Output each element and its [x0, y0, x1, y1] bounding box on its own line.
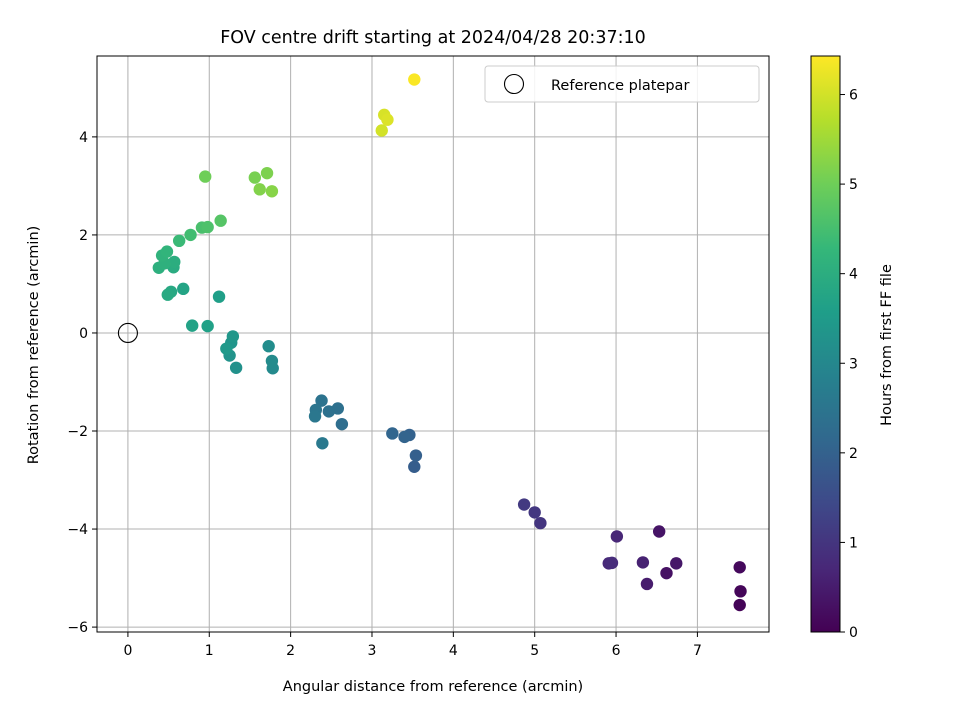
data-point: [652, 525, 666, 538]
x-tick-label: 7: [693, 643, 702, 659]
data-point: [199, 170, 212, 183]
y-tick-label: −6: [67, 620, 88, 636]
legend: Reference platepar: [484, 65, 760, 103]
data-point: [640, 577, 654, 591]
data-point: [308, 410, 322, 423]
chart-title: FOV centre drift starting at 2024/04/28 …: [220, 28, 646, 48]
data-point: [185, 319, 199, 332]
colorbar-tick-label: 1: [849, 535, 858, 551]
colorbar-tick-label: 3: [849, 356, 858, 372]
data-point: [375, 124, 388, 137]
x-axis-label: Angular distance from reference (arcmin): [283, 679, 583, 695]
colorbar-label: Hours from first FF file: [879, 264, 895, 426]
data-point: [660, 566, 673, 580]
data-point: [605, 556, 619, 570]
data-point: [733, 561, 746, 574]
legend-reference-marker-icon: [503, 73, 525, 95]
y-tick-label: 4: [79, 130, 88, 146]
data-point: [386, 427, 399, 440]
colorbar-tick-label: 4: [849, 267, 858, 283]
colorbar-gradient: [810, 55, 841, 633]
y-tick-label: 2: [79, 228, 88, 244]
data-point: [335, 417, 349, 431]
data-point: [172, 234, 186, 248]
x-tick-label: 2: [286, 643, 295, 659]
data-point: [201, 319, 214, 333]
data-point: [253, 183, 266, 196]
data-point: [315, 394, 328, 407]
data-point: [733, 598, 746, 612]
axis-ticks: 0 1 2 3 4 5 6 7 −6 −4 −2 0 2 4: [67, 130, 702, 659]
data-point: [160, 245, 174, 258]
y-tick-label: 0: [79, 326, 88, 342]
data-point: [248, 171, 262, 184]
x-tick-label: 1: [205, 643, 214, 659]
data-point: [265, 185, 279, 198]
colorbar: 0 1 2 3 4 5 6 Hours from first FF file: [810, 55, 895, 641]
colorbar-tick-label: 0: [849, 625, 858, 641]
y-tick-label: −2: [67, 424, 88, 440]
x-tick-label: 6: [612, 643, 621, 659]
data-point: [517, 498, 531, 511]
data-point: [322, 405, 336, 418]
data-point: [610, 530, 624, 543]
data-point: [408, 460, 421, 473]
data-point: [316, 437, 329, 450]
data-point: [262, 340, 275, 353]
data-point: [212, 290, 226, 303]
data-point: [409, 449, 423, 462]
data-point: [408, 73, 421, 86]
scatter-points: [152, 73, 747, 612]
data-point: [201, 220, 214, 234]
legend-reference-label: Reference platepar: [551, 78, 689, 94]
colorbar-ticks: 0 1 2 3 4 5 6: [840, 88, 858, 641]
data-point: [226, 330, 240, 343]
data-point: [229, 361, 243, 374]
data-point: [381, 113, 394, 126]
data-point: [636, 556, 650, 569]
data-point: [398, 430, 411, 444]
data-point: [670, 557, 683, 570]
data-point: [260, 166, 274, 180]
data-point: [734, 585, 747, 598]
data-point: [214, 214, 227, 227]
y-axis-label: Rotation from reference (arcmin): [26, 226, 42, 465]
y-tick-label: −4: [67, 522, 88, 538]
data-point: [184, 228, 197, 242]
data-point: [168, 255, 181, 269]
plot-area-frame: [96, 55, 770, 633]
data-point: [177, 282, 190, 296]
x-tick-label: 0: [123, 643, 132, 659]
colorbar-tick-label: 5: [849, 177, 858, 193]
colorbar-tick-label: 6: [849, 88, 858, 104]
data-point: [534, 516, 547, 530]
x-tick-label: 3: [368, 643, 377, 659]
data-point: [161, 288, 174, 301]
reference-platepar-marker: [117, 322, 138, 344]
data-point: [528, 506, 541, 519]
data-point: [265, 354, 279, 368]
x-tick-label: 4: [449, 643, 458, 659]
x-tick-label: 5: [530, 643, 539, 659]
data-point: [220, 342, 233, 355]
legend-box: [484, 65, 760, 103]
colorbar-tick-label: 2: [849, 446, 858, 462]
